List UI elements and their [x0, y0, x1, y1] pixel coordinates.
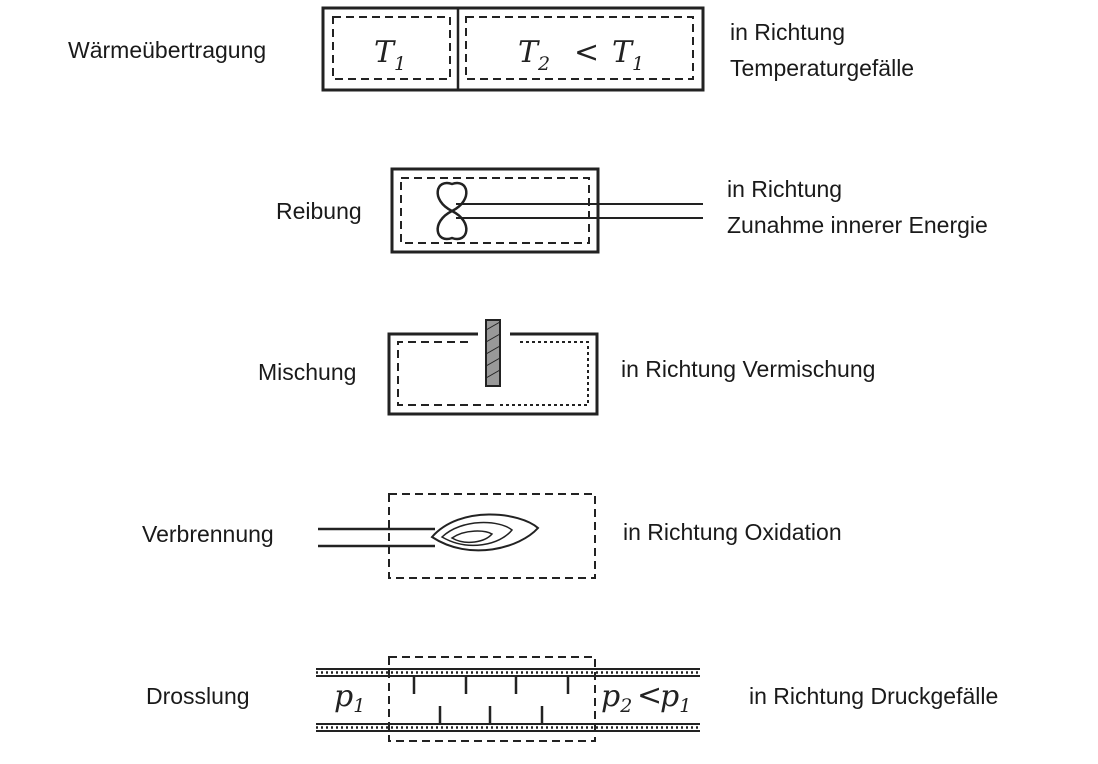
symbol-p2: p2 — [601, 679, 632, 717]
label-mischung: Mischung — [258, 359, 357, 385]
throttling-diagram — [316, 656, 700, 742]
stirrer-blade-icon — [436, 209, 468, 241]
desc-mischung: in Richtung Vermischung — [621, 356, 876, 382]
heat-transfer-diagram — [321, 6, 705, 92]
desc-reibung-line2: Zunahme innerer Energie — [727, 212, 988, 238]
label-verbrennung: Verbrennung — [142, 521, 274, 547]
mixing-diagram — [387, 319, 599, 416]
desc-verbrennung: in Richtung Oxidation — [623, 519, 842, 545]
symbol-t2: T2 — [518, 35, 550, 75]
symbol-t1-right: T1 — [612, 35, 644, 75]
desc-waermeuebertragung-line2: Temperaturgefälle — [730, 55, 915, 81]
friction-diagram — [390, 167, 703, 254]
label-reibung: Reibung — [276, 198, 362, 224]
symbol-t1-left: T1 — [374, 35, 406, 75]
combustion-diagram — [318, 493, 596, 579]
symbol-p1-right: p1 — [660, 679, 691, 717]
symbol-p1-left: p1 — [334, 679, 365, 717]
desc-reibung-line1: in Richtung — [727, 176, 843, 202]
flame-icon — [430, 513, 540, 552]
label-drosslung: Drosslung — [146, 683, 250, 709]
desc-waermeuebertragung-line1: in Richtung — [730, 19, 846, 45]
desc-drosslung: in Richtung Druckgefälle — [749, 683, 999, 709]
symbol-less-than-p: < — [637, 678, 662, 713]
stirrer-blade-icon — [436, 181, 468, 213]
label-waermeuebertragung: Wärmeübertragung — [68, 37, 267, 63]
symbol-less-than: < — [574, 35, 599, 70]
